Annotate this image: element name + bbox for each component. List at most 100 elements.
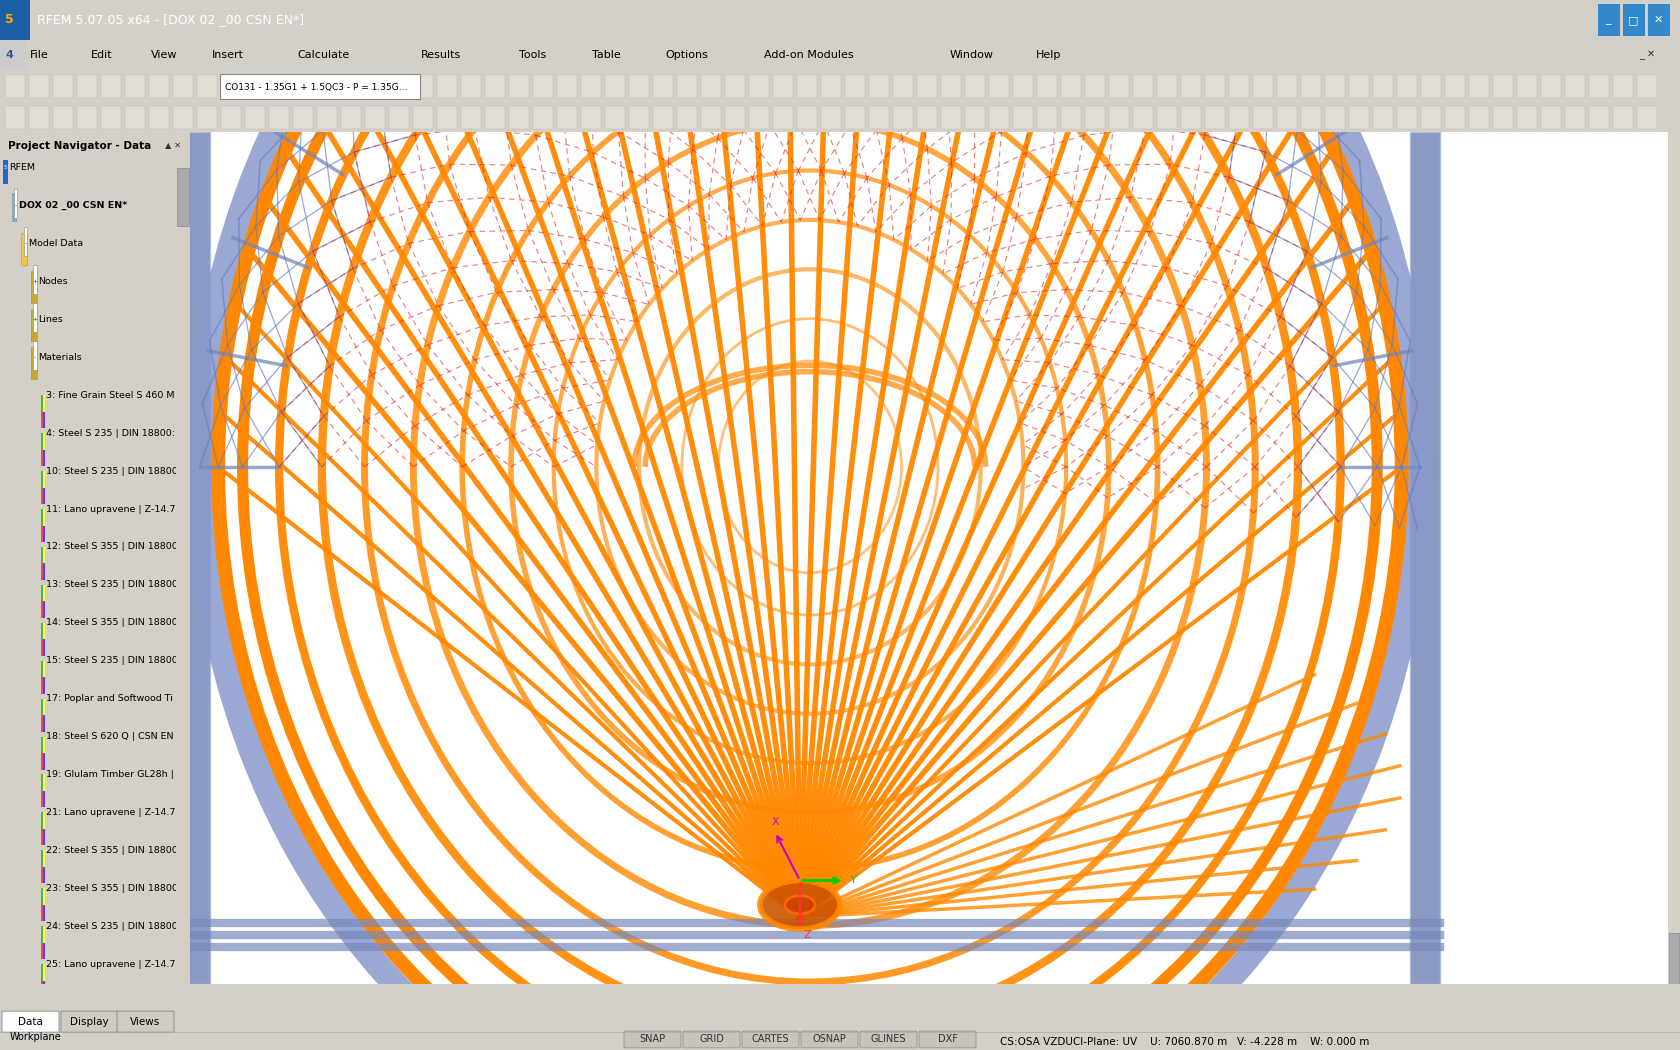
Bar: [1326, 106, 1346, 129]
Bar: [44, 791, 45, 807]
Text: OSNAP: OSNAP: [813, 1034, 847, 1045]
Bar: [990, 106, 1010, 129]
Bar: [44, 396, 45, 412]
Bar: [1613, 106, 1633, 129]
Bar: [173, 75, 193, 98]
Bar: [437, 75, 457, 98]
Bar: [40, 736, 44, 753]
Bar: [1158, 106, 1178, 129]
FancyBboxPatch shape: [860, 1031, 917, 1048]
Text: 24: Steel S 235 | DIN 18800:1: 24: Steel S 235 | DIN 18800:1: [47, 922, 186, 930]
Bar: [44, 736, 45, 753]
Bar: [40, 585, 44, 602]
Bar: [1623, 4, 1645, 36]
Bar: [5, 106, 25, 129]
Text: DXF: DXF: [937, 1034, 958, 1045]
Bar: [533, 75, 553, 98]
Bar: [40, 828, 44, 845]
Text: File: File: [30, 49, 49, 60]
Text: 21: Lano upravene | Z-14.7-: 21: Lano upravene | Z-14.7-: [47, 807, 180, 817]
Bar: [40, 981, 44, 998]
Bar: [726, 75, 744, 98]
Bar: [1636, 106, 1656, 129]
Bar: [1517, 75, 1537, 98]
Bar: [1541, 106, 1561, 129]
Bar: [77, 106, 97, 129]
Bar: [77, 75, 97, 98]
Bar: [40, 396, 44, 412]
Text: GLINES: GLINES: [870, 1034, 906, 1045]
Bar: [964, 75, 984, 98]
Bar: [44, 434, 45, 449]
Text: CO131 - 1.35G1 + 1.5QC3 - P = 1.35G...: CO131 - 1.35G1 + 1.5QC3 - P = 1.35G...: [225, 83, 407, 91]
Bar: [34, 303, 37, 332]
Bar: [245, 75, 265, 98]
Bar: [40, 547, 44, 564]
Bar: [1205, 106, 1225, 129]
Bar: [1668, 932, 1678, 984]
Bar: [581, 75, 601, 98]
Bar: [1300, 75, 1320, 98]
Text: 13: Steel S 235 | DIN 18800:1: 13: Steel S 235 | DIN 18800:1: [47, 581, 188, 589]
Bar: [558, 75, 576, 98]
Bar: [44, 412, 45, 428]
Bar: [44, 639, 45, 656]
Bar: [44, 487, 45, 504]
Bar: [749, 106, 769, 129]
Bar: [605, 75, 625, 98]
Bar: [44, 943, 45, 959]
Bar: [964, 106, 984, 129]
Bar: [1517, 106, 1537, 129]
Bar: [0, 40, 27, 69]
Bar: [40, 471, 44, 487]
Bar: [3, 155, 8, 185]
Bar: [1494, 106, 1514, 129]
Bar: [1037, 75, 1057, 98]
Text: Project Navigator - Data: Project Navigator - Data: [8, 141, 151, 151]
Bar: [1013, 106, 1033, 129]
Text: -: -: [24, 242, 27, 246]
FancyBboxPatch shape: [118, 1011, 175, 1032]
Bar: [1085, 75, 1105, 98]
Bar: [101, 106, 121, 129]
Bar: [44, 623, 45, 639]
FancyBboxPatch shape: [684, 1031, 739, 1048]
FancyBboxPatch shape: [32, 348, 37, 380]
Bar: [1230, 75, 1248, 98]
Text: View: View: [151, 49, 178, 60]
Bar: [1398, 75, 1416, 98]
Bar: [176, 168, 190, 226]
Bar: [44, 449, 45, 466]
Bar: [990, 75, 1010, 98]
Bar: [1253, 75, 1273, 98]
Bar: [941, 75, 961, 98]
Bar: [654, 75, 674, 98]
Bar: [486, 75, 506, 98]
Text: RFEM 5.07.05 x64 - [DOX 02 _00 CSN EN*]: RFEM 5.07.05 x64 - [DOX 02 _00 CSN EN*]: [37, 14, 304, 26]
Ellipse shape: [759, 881, 840, 929]
Bar: [437, 106, 457, 129]
Text: Z: Z: [805, 930, 811, 940]
Bar: [558, 106, 576, 129]
Text: 4: Steel S 235 | DIN 18800:1: 4: Steel S 235 | DIN 18800:1: [47, 428, 181, 438]
Bar: [390, 106, 408, 129]
Ellipse shape: [785, 896, 815, 914]
Bar: [1598, 4, 1620, 36]
Bar: [1589, 106, 1609, 129]
Bar: [40, 639, 44, 656]
Bar: [40, 509, 44, 526]
Bar: [44, 564, 45, 580]
Bar: [269, 75, 289, 98]
Bar: [29, 106, 49, 129]
Bar: [1181, 75, 1201, 98]
Bar: [173, 106, 193, 129]
Bar: [40, 698, 44, 715]
Text: Window: Window: [951, 49, 995, 60]
Bar: [40, 867, 44, 883]
Text: 3: Fine Grain Steel S 460 M |: 3: Fine Grain Steel S 460 M |: [47, 391, 181, 400]
FancyBboxPatch shape: [743, 1031, 800, 1048]
Text: Display: Display: [71, 1016, 109, 1027]
Text: Y: Y: [850, 876, 857, 885]
Bar: [894, 75, 912, 98]
Text: Options: Options: [665, 49, 709, 60]
